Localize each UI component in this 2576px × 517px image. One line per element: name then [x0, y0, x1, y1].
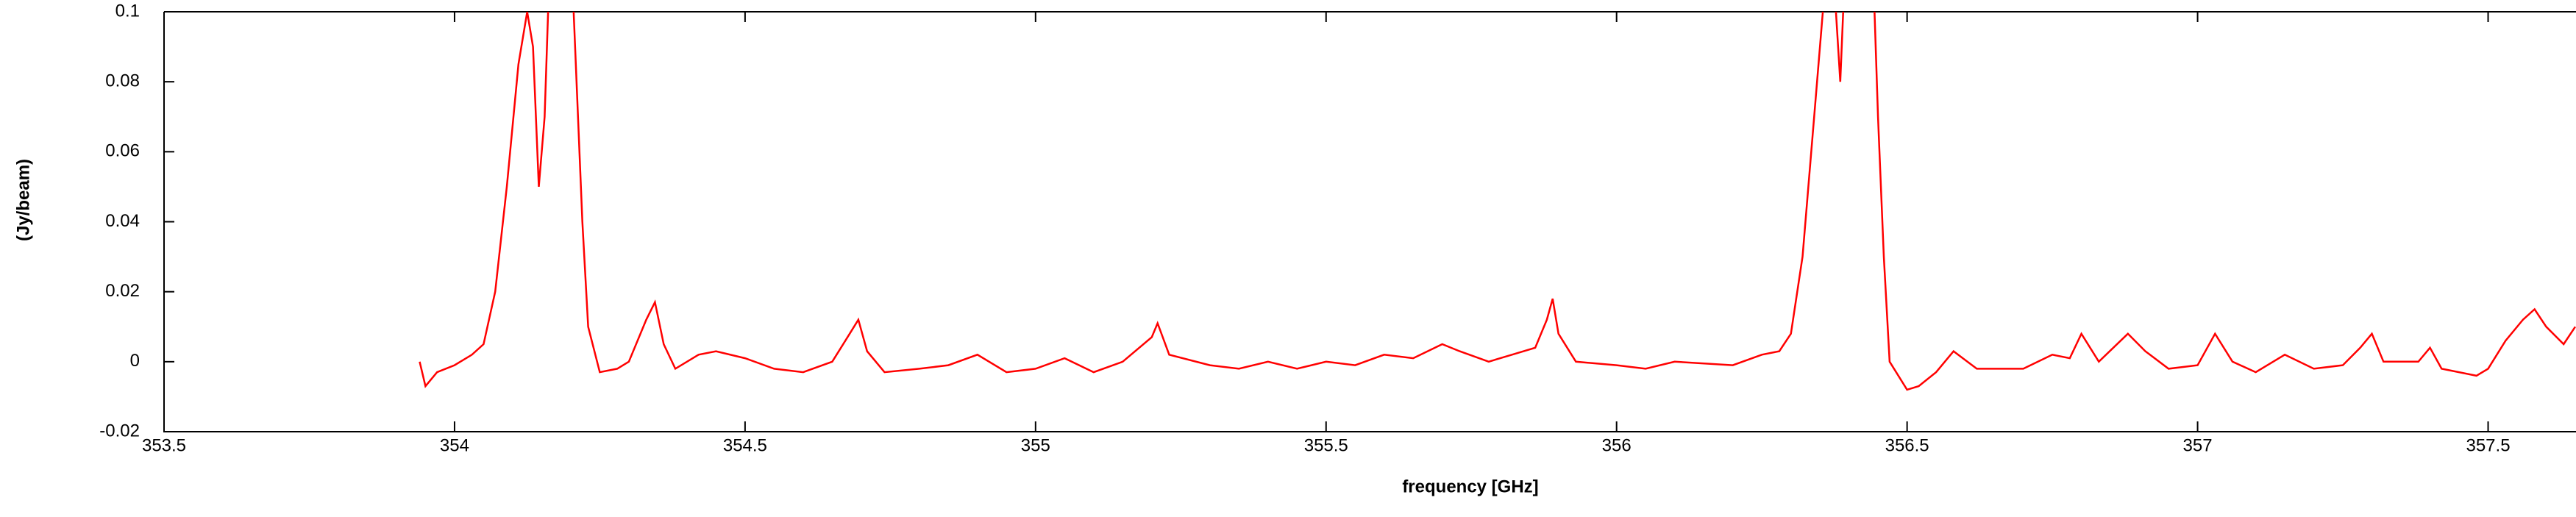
y-tick-label: 0.06 — [105, 141, 140, 161]
axes-frame — [163, 11, 2576, 432]
x-tick-label: 357.5 — [2466, 435, 2510, 455]
x-tick-label: 355 — [1021, 435, 1050, 455]
y-tick-label: -0.02 — [99, 421, 140, 441]
x-tick-label: 354 — [440, 435, 469, 455]
y-tick-label: 0.08 — [105, 71, 140, 91]
x-tick-label: 354.5 — [723, 435, 767, 455]
y-tick-label: 0.02 — [105, 281, 140, 301]
x-axis-label: frequency [GHz] — [1402, 477, 1538, 496]
y-tick-label: 0.04 — [105, 211, 140, 231]
y-axis-label: (Jy/beam) — [13, 159, 33, 241]
x-tick-label: 353.5 — [142, 435, 186, 455]
y-tick-label: 0.1 — [115, 1, 140, 21]
spectrum-line — [419, 12, 2576, 391]
x-tick-label: 356 — [1602, 435, 1632, 455]
x-tick-label: 357 — [2183, 435, 2213, 455]
x-tick-label: 355.5 — [1304, 435, 1348, 455]
x-tick-label: 356.5 — [1885, 435, 1929, 455]
y-tick-label: 0 — [130, 351, 140, 371]
